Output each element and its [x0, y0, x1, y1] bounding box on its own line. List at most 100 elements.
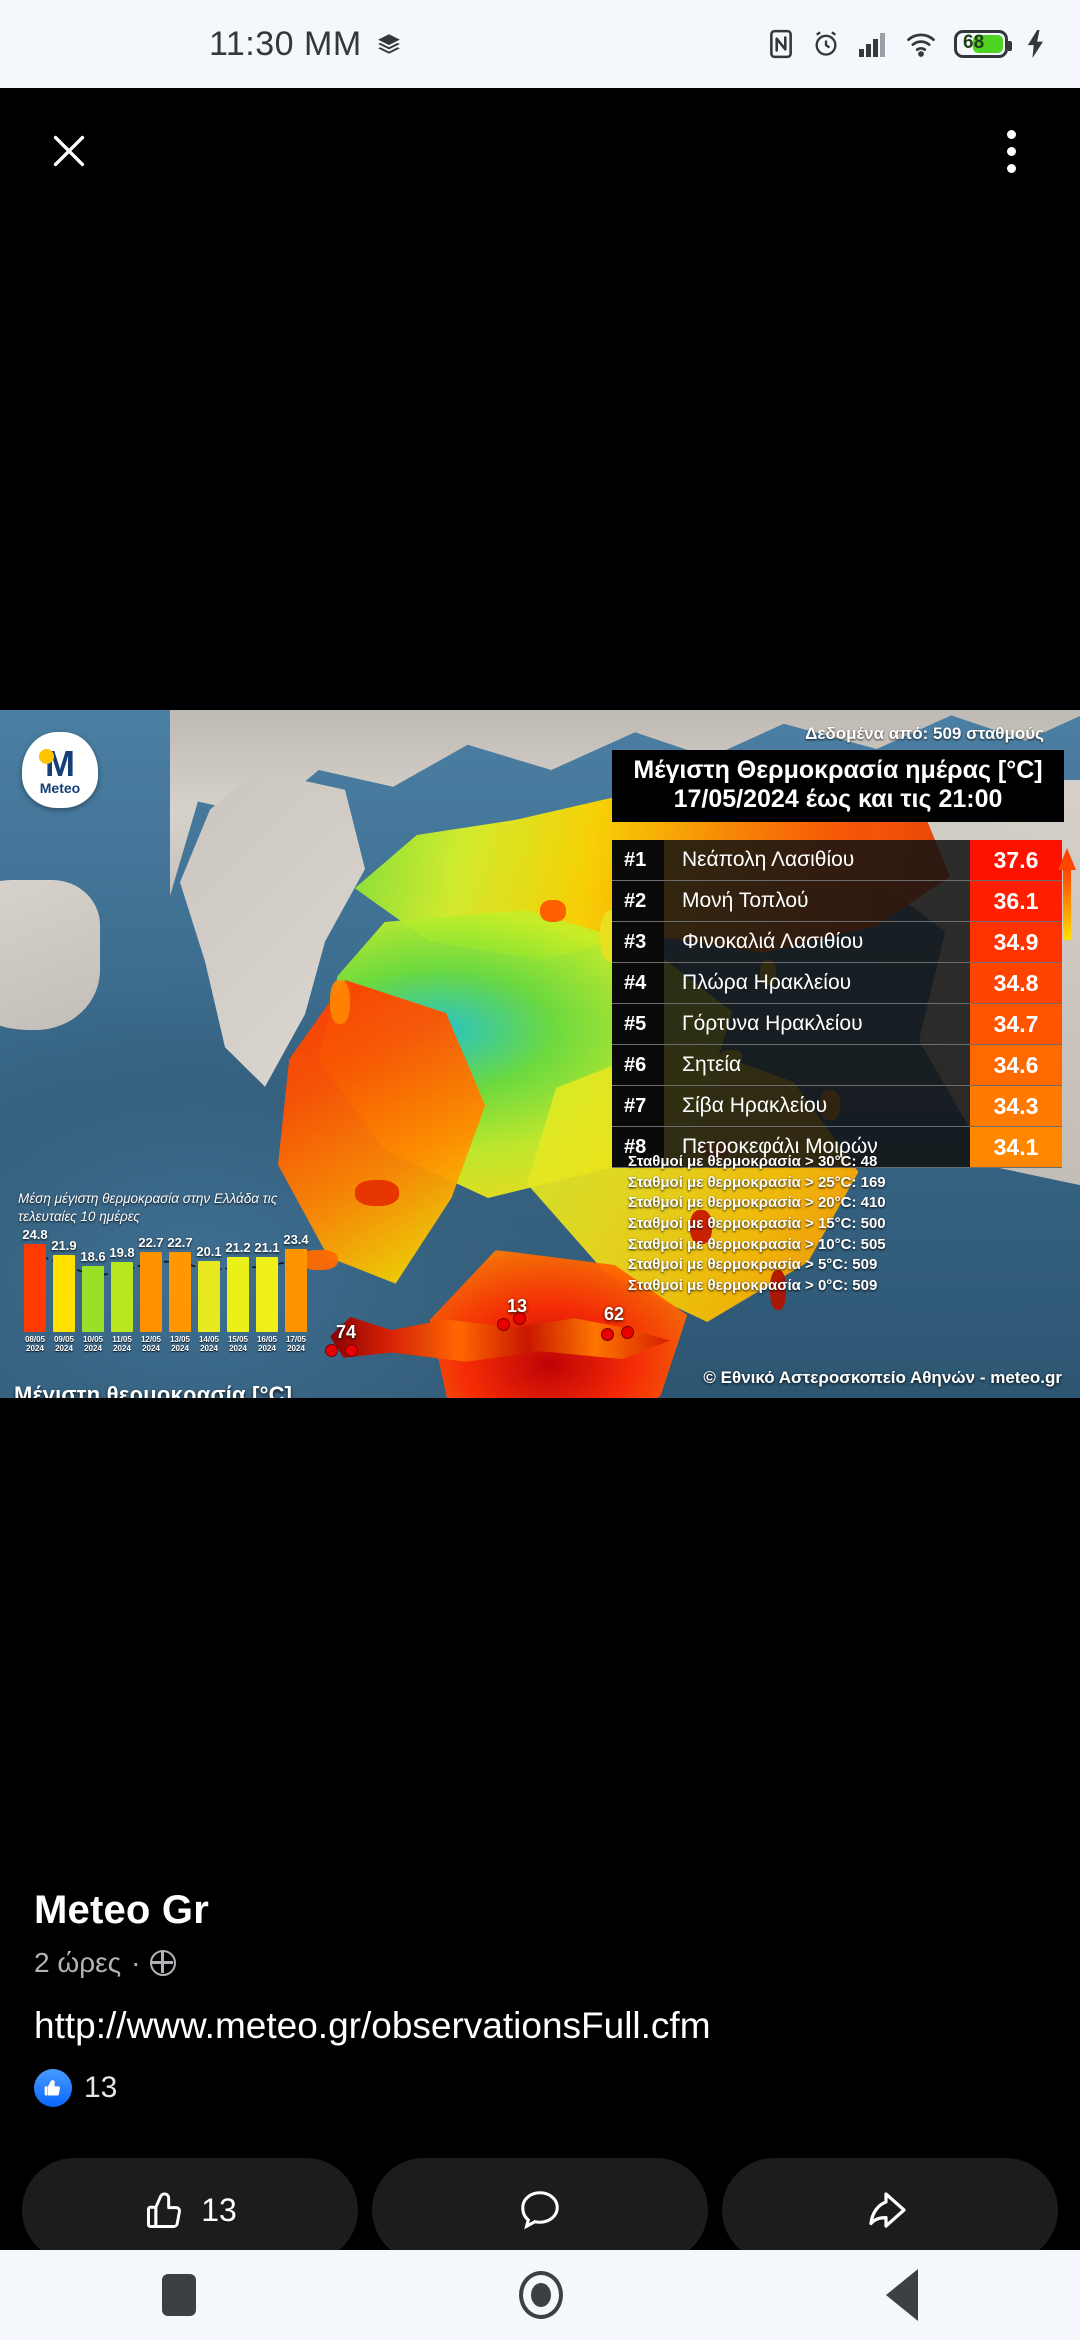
chart-bar-group: 19.8 11/05 2024	[109, 1245, 134, 1353]
home-icon[interactable]	[518, 2271, 563, 2319]
ranking-temperature: 34.3	[970, 1086, 1062, 1126]
comment-button[interactable]	[372, 2158, 708, 2262]
island-kythira	[300, 1250, 338, 1270]
chart-bar-date: 14/05 2024	[198, 1335, 220, 1354]
ranking-position: #1	[612, 840, 664, 880]
chart-bar-group: 21.2 15/05 2024	[225, 1240, 250, 1353]
chart-bar-group: 22.7 13/05 2024	[167, 1235, 192, 1353]
station-cluster-label: 62	[604, 1304, 625, 1324]
chart-bar-group: 21.1 16/05 2024	[254, 1240, 279, 1353]
chart-bar-date: 12/05 2024	[140, 1335, 162, 1354]
signal-icon	[858, 31, 888, 57]
station-cluster-label: 13	[507, 1296, 528, 1316]
chart-bar-group: 23.4 17/05 2024	[283, 1232, 308, 1353]
ranking-temperature: 37.6	[970, 840, 1062, 880]
post-author[interactable]: Meteo Gr	[34, 1888, 209, 1932]
scroll-arrow-icon	[1058, 848, 1076, 940]
island-karpathos	[770, 1270, 786, 1310]
ranking-table: #1 Νεάπολη Λασιθίου 37.6 #2 Μονή Τοπλού 36.1 #…	[612, 840, 1062, 1168]
status-bar: 11:30 MM	[0, 0, 1080, 88]
layers-icon	[376, 31, 402, 57]
chart-bar-date: 16/05 2024	[256, 1335, 278, 1354]
inset-chart-title: Μέση μέγιστη θερμοκρασία στην Ελλάδα τις…	[18, 1191, 278, 1225]
post-meta: 2 ώρες ·	[34, 1947, 1046, 1979]
globe-icon	[150, 1950, 177, 1976]
ranking-row: #2 Μονή Τοπλού 36.1	[612, 881, 1062, 922]
station-dot	[325, 1344, 338, 1357]
chart-bar-value: 21.9	[51, 1237, 77, 1253]
ranking-station-name: Γόρτυνα Ηρακλείου	[664, 1004, 970, 1044]
post-time: 2 ώρες	[34, 1947, 122, 1978]
landmass-italy	[0, 880, 100, 1030]
island-sporades	[540, 900, 566, 922]
status-bar-right: 68	[768, 29, 1046, 59]
share-button[interactable]	[722, 2158, 1058, 2262]
trend-line	[34, 1253, 297, 1278]
map-title-line2: 17/05/2024 έως και τις 21:00	[673, 785, 1003, 813]
island-zakynthos	[355, 1180, 399, 1206]
battery-fill	[973, 35, 1003, 53]
meteo-temperature-map[interactable]: 74 13 62 M Meteo Δεδομένα από: 509 σταθμ…	[0, 710, 1080, 1398]
chart-bar-group: 18.6 10/05 2024	[80, 1249, 105, 1353]
thumbs-up-badge-icon	[34, 2069, 72, 2107]
chart-bar-group: 22.7 12/05 2024	[138, 1235, 163, 1353]
map-title: Μέγιστη Θερμοκρασία ημέρας [°C] 17/05/20…	[612, 750, 1064, 822]
threshold-stat-line: Σταθμοί με θερμοκρασία > 20°C: 410	[628, 1194, 886, 1212]
chart-bar-value: 22.7	[138, 1234, 164, 1250]
chart-bar-value: 21.2	[225, 1240, 251, 1255]
threshold-stats: Σταθμοί με θερμοκρασία > 30°C: 48 Σταθμοί…	[628, 1152, 886, 1297]
back-icon[interactable]	[886, 2269, 919, 2321]
ranking-station-name: Σητεία	[664, 1045, 970, 1085]
overflow-menu-icon[interactable]	[976, 116, 1046, 186]
charging-icon	[1026, 30, 1046, 58]
ranking-position: #3	[612, 922, 664, 962]
ranking-row: #5 Γόρτυνα Ηρακλείου 34.7	[612, 1004, 1062, 1045]
threshold-stat-line: Σταθμοί με θερμοκρασία > 15°C: 500	[628, 1215, 886, 1233]
recents-icon[interactable]	[161, 2274, 196, 2316]
nfc-icon	[768, 29, 794, 59]
meteo-logo-word: Meteo	[39, 780, 81, 797]
chart-bar	[111, 1261, 133, 1332]
ranking-station-name: Νεάπολη Λασιθίου	[664, 840, 970, 880]
like-count: 13	[201, 2191, 237, 2228]
ranking-station-name: Φινοκαλιά Λασιθίου	[664, 922, 970, 962]
chart-bar-value: 24.8	[22, 1227, 48, 1243]
chart-bar-group: 20.1 14/05 2024	[196, 1244, 221, 1353]
ranking-station-name: Πλώρα Ηρακλείου	[664, 963, 970, 1003]
close-icon[interactable]	[34, 116, 104, 186]
threshold-stat-line: Σταθμοί με θερμοκρασία > 0°C: 509	[628, 1277, 878, 1295]
viewer-toolbar	[0, 88, 1080, 218]
chart-bar	[285, 1249, 307, 1332]
ranking-position: #6	[612, 1045, 664, 1085]
reactions-summary[interactable]: 13	[34, 2069, 1046, 2107]
map-title-line1: Μέγιστη Θερμοκρασία ημέρας [°C]	[633, 756, 1043, 784]
chart-bar-date: 09/05 2024	[53, 1335, 75, 1354]
menu-dot	[1006, 146, 1016, 156]
chart-bar	[53, 1254, 75, 1332]
like-button[interactable]: 13	[22, 2158, 358, 2262]
menu-dot	[1006, 163, 1016, 173]
station-dot	[497, 1318, 510, 1331]
chart-bar-date: 15/05 2024	[227, 1335, 249, 1354]
chart-bar-date: 08/05 2024	[24, 1335, 46, 1354]
photo-viewer: 74 13 62 M Meteo Δεδομένα από: 509 σταθμ…	[0, 88, 1080, 2262]
ranking-temperature: 34.8	[970, 963, 1062, 1003]
sun-icon	[39, 749, 54, 764]
colorbar-title: Μέγιστη θερμοκρασία [°C]	[14, 1382, 293, 1398]
ranking-position: #8	[612, 1127, 664, 1167]
chart-bar-date: 13/05 2024	[169, 1335, 191, 1354]
ranking-temperature: 34.1	[970, 1127, 1062, 1167]
inset-bar-chart: Μέση μέγιστη θερμοκρασία στην Ελλάδα τις…	[18, 1190, 328, 1375]
home-dot	[530, 2283, 551, 2307]
ranking-position: #5	[612, 1004, 664, 1044]
threshold-stat-line: Σταθμοί με θερμοκρασία > 10°C: 505	[628, 1235, 886, 1253]
menu-dot	[1006, 129, 1016, 139]
post-footer: Meteo Gr 2 ώρες · http://www.meteo.gr/ob…	[0, 1888, 1080, 2107]
threshold-stat-line: Σταθμοί με θερμοκρασία > 5°C: 509	[628, 1256, 878, 1274]
chart-bar-value: 18.6	[80, 1249, 106, 1265]
wifi-icon	[906, 31, 936, 57]
ranking-position: #4	[612, 963, 664, 1003]
status-bar-left: 11:30 MM	[209, 25, 402, 64]
post-url[interactable]: http://www.meteo.gr/observationsFull.cfm	[34, 2005, 711, 2046]
ranking-position: #7	[612, 1086, 664, 1126]
